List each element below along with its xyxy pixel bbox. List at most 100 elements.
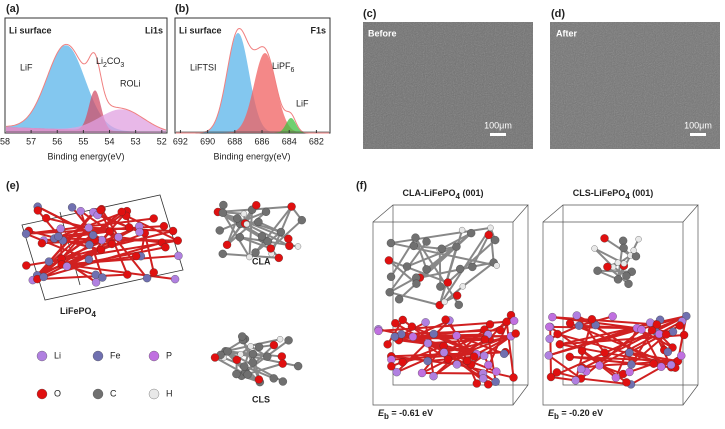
atom (218, 208, 227, 217)
atom (452, 331, 461, 340)
atom (85, 240, 94, 249)
atom (210, 353, 220, 362)
atom (600, 348, 609, 357)
bond (223, 356, 275, 380)
binding-energy: Eb = -0.20 eV (548, 408, 603, 421)
image-caption: Before (368, 28, 397, 38)
molecule (210, 332, 303, 387)
atom (480, 335, 490, 344)
bond (143, 232, 155, 273)
atom (675, 321, 684, 330)
atom (390, 332, 399, 341)
text: 2 (103, 62, 107, 69)
x-tick-label: 688 (227, 136, 242, 146)
atom (37, 239, 47, 248)
atom (222, 240, 232, 249)
models: CLA-LiFePO4 (001)Eb = -0.61 eVCLS-LiFePO… (372, 188, 699, 421)
atom (667, 360, 676, 370)
bond (630, 329, 653, 366)
bond (471, 234, 490, 268)
bond (569, 322, 672, 366)
panel-label: (a) (6, 3, 20, 15)
atom (452, 291, 462, 300)
text: 6 (291, 67, 295, 74)
x-tick-label: 57 (26, 136, 36, 146)
atom (117, 207, 126, 217)
text: b (554, 412, 559, 421)
atom (454, 300, 463, 309)
atom (649, 359, 658, 368)
atom (97, 235, 106, 245)
bond (425, 232, 472, 271)
atom (287, 202, 296, 211)
bond (447, 239, 496, 284)
peak-fit (176, 53, 329, 133)
bond (61, 243, 91, 266)
peak-label: LiFTSI (190, 62, 217, 72)
sem-texture (550, 22, 720, 149)
atom (387, 362, 396, 371)
atom (509, 373, 518, 382)
bond (386, 319, 404, 345)
atom (394, 295, 404, 304)
x-axis-label: Binding energy(eV) (47, 151, 124, 161)
crystal-structure (21, 194, 184, 301)
atom (608, 312, 617, 321)
text: 4 (92, 310, 97, 319)
molecule-label: CLS (252, 394, 270, 404)
atom (611, 373, 621, 382)
atom (240, 210, 248, 217)
atom (577, 346, 587, 356)
atom (443, 278, 452, 287)
panel-label: (b) (175, 3, 189, 15)
cell (542, 204, 699, 406)
bond (388, 259, 418, 285)
text: b (384, 412, 389, 421)
atom (246, 253, 253, 261)
atom (124, 223, 134, 232)
atom (276, 227, 286, 237)
atom (652, 320, 661, 329)
bond (239, 236, 272, 250)
atom (417, 368, 427, 378)
atom (36, 388, 48, 400)
molecule-label: CLA (252, 256, 271, 266)
atom (96, 205, 105, 215)
atom (663, 347, 672, 357)
image-caption: After (556, 28, 577, 38)
atom (391, 319, 400, 328)
sample-label: Li surface (9, 25, 52, 35)
atom (655, 329, 664, 339)
bond (396, 319, 515, 374)
atom (161, 243, 170, 252)
atom (385, 288, 394, 297)
atom (398, 315, 407, 325)
atom (546, 372, 556, 382)
peak-label: LiF (20, 62, 33, 72)
atom (614, 259, 622, 266)
atom (662, 330, 671, 339)
atom (459, 283, 466, 290)
atom (423, 339, 433, 348)
atom (544, 351, 553, 360)
atom (36, 350, 48, 362)
atom (285, 241, 294, 251)
binding-energy: Eb = -0.61 eV (378, 408, 433, 421)
bond (406, 245, 457, 268)
peak-label: ROLi (120, 78, 141, 88)
atom (677, 351, 686, 360)
atom (452, 360, 462, 369)
atom (91, 278, 101, 287)
bond (441, 232, 472, 250)
atom (114, 232, 123, 242)
atom (545, 322, 554, 331)
atom (492, 367, 501, 376)
atom (622, 271, 631, 280)
atom (565, 352, 574, 362)
legend-label: C (110, 388, 117, 398)
atom (261, 207, 271, 216)
atom (219, 200, 228, 210)
atom (67, 203, 77, 212)
atom (422, 265, 431, 274)
atom (565, 319, 575, 328)
